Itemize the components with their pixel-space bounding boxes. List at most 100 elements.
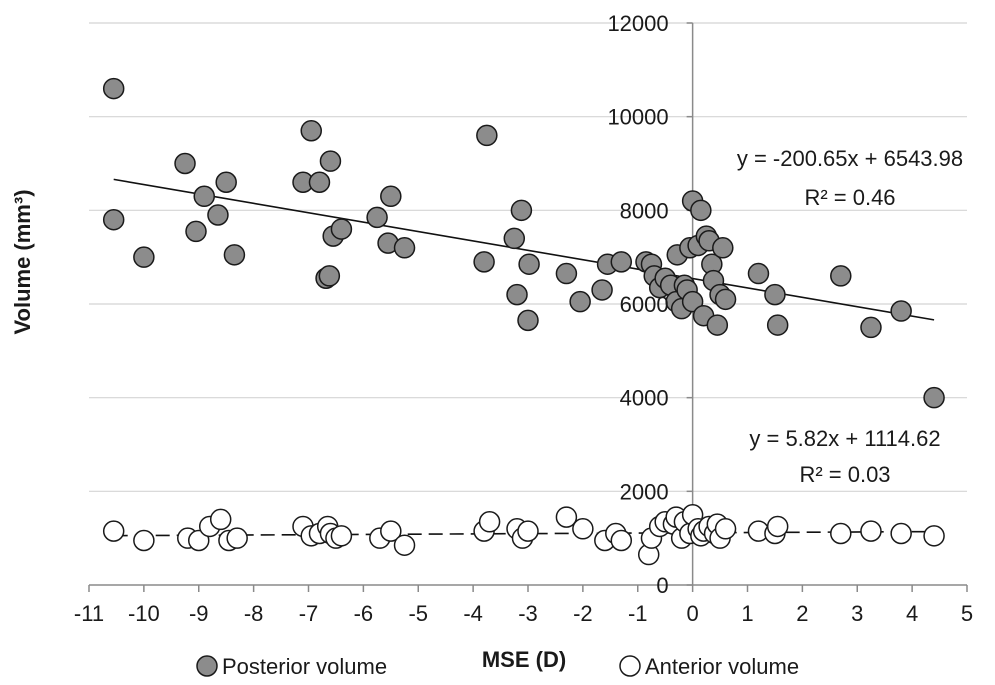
y-tick-label: 2000 — [620, 479, 669, 504]
data-points — [102, 77, 945, 566]
posterior-point — [830, 265, 852, 287]
y-tick-label: 0 — [656, 573, 668, 598]
posterior-r-squared: R² = 0.46 — [804, 185, 895, 210]
posterior-point — [300, 119, 322, 142]
anterior-point — [766, 515, 789, 538]
x-tick-label: -10 — [128, 601, 160, 626]
posterior-point — [555, 262, 578, 285]
posterior-point — [764, 283, 786, 306]
posterior-point — [133, 246, 155, 268]
anterior-point — [478, 511, 501, 533]
anterior-point — [923, 525, 945, 547]
anterior-point — [860, 520, 882, 542]
anterior-point — [890, 522, 912, 545]
posterior-point — [366, 206, 388, 229]
x-tick-label: 0 — [687, 601, 699, 626]
y-tick-label: 12000 — [607, 11, 668, 36]
x-tick-label: 2 — [796, 601, 808, 626]
anterior-point — [133, 529, 155, 552]
posterior-point — [690, 199, 712, 222]
posterior-point — [517, 309, 539, 332]
legend: Posterior volume Anterior volume — [196, 654, 799, 679]
posterior-point — [193, 185, 215, 208]
posterior-point — [503, 227, 526, 250]
posterior-point — [215, 171, 237, 193]
posterior-point — [330, 218, 353, 240]
posterior-point — [174, 152, 196, 175]
y-axis-title: Volume (mm³) — [10, 189, 35, 334]
posterior-point — [712, 237, 734, 259]
anterior-point — [188, 529, 210, 552]
anterior-point — [714, 518, 737, 540]
posterior-trendline — [113, 178, 935, 321]
x-axis-title: MSE (D) — [482, 647, 566, 672]
posterior-point — [318, 265, 341, 287]
posterior-point — [510, 199, 533, 222]
y-tick-label: 10000 — [607, 105, 668, 130]
anterior-point — [226, 527, 248, 549]
anterior-point — [517, 520, 539, 542]
posterior-point — [185, 220, 207, 243]
posterior-point — [473, 251, 495, 273]
anterior-point — [102, 520, 125, 542]
x-tick-label: -9 — [189, 601, 209, 626]
posterior-point — [714, 288, 737, 311]
posterior-point — [393, 237, 416, 259]
anterior-point — [830, 522, 852, 545]
x-tick-label: 5 — [961, 601, 973, 626]
posterior-point — [706, 314, 729, 336]
posterior-point — [506, 283, 528, 306]
axes — [88, 22, 968, 592]
x-tick-label: -6 — [354, 601, 374, 626]
posterior-point — [860, 316, 882, 339]
posterior-point — [102, 208, 125, 231]
anterior-point — [572, 518, 594, 540]
posterior-point — [380, 185, 402, 208]
x-tick-label: -11 — [74, 601, 104, 626]
anterior-point — [393, 534, 416, 556]
anterior-trend-equation: y = 5.82x + 1114.62 — [749, 426, 940, 451]
x-tick-label: -7 — [299, 601, 319, 626]
anterior-point — [330, 525, 353, 547]
x-tick-label: 3 — [851, 601, 863, 626]
legend-label-posterior: Posterior volume — [222, 654, 387, 679]
x-tick-label: -1 — [628, 601, 648, 626]
legend-label-anterior: Anterior volume — [645, 654, 799, 679]
anterior-point — [610, 529, 633, 552]
y-tick-label: 6000 — [620, 292, 669, 317]
posterior-point — [308, 171, 331, 193]
posterior-point — [923, 386, 945, 409]
x-tick-label: -2 — [573, 601, 593, 626]
posterior-point — [681, 290, 704, 313]
x-tick-label: 4 — [906, 601, 918, 626]
x-tick-label: -4 — [463, 601, 483, 626]
anterior-point — [555, 506, 578, 528]
anterior-point — [380, 520, 402, 542]
y-tick-label: 8000 — [620, 198, 669, 223]
anterior-point — [209, 508, 232, 531]
posterior-point — [223, 244, 246, 266]
posterior-point — [518, 253, 540, 275]
posterior-point — [102, 77, 125, 100]
posterior-point — [476, 124, 498, 147]
x-tick-label: 1 — [741, 601, 753, 626]
posterior-point — [766, 314, 789, 336]
posterior-point — [569, 290, 591, 313]
x-tick-label: -8 — [244, 601, 264, 626]
x-tick-label: -3 — [518, 601, 538, 626]
anterior-r-squared: R² = 0.03 — [799, 462, 890, 487]
gridlines — [89, 22, 967, 492]
posterior-point — [591, 279, 613, 301]
posterior-point — [207, 204, 229, 226]
posterior-point — [610, 251, 633, 273]
legend-marker-posterior — [196, 655, 218, 677]
posterior-point — [747, 262, 770, 285]
legend-marker-anterior — [619, 655, 641, 677]
y-tick-label: 4000 — [620, 386, 669, 411]
posterior-point — [890, 300, 912, 322]
x-tick-label: -5 — [408, 601, 428, 626]
posterior-point — [319, 150, 342, 172]
posterior-trend-equation: y = -200.65x + 6543.98 — [737, 146, 963, 171]
